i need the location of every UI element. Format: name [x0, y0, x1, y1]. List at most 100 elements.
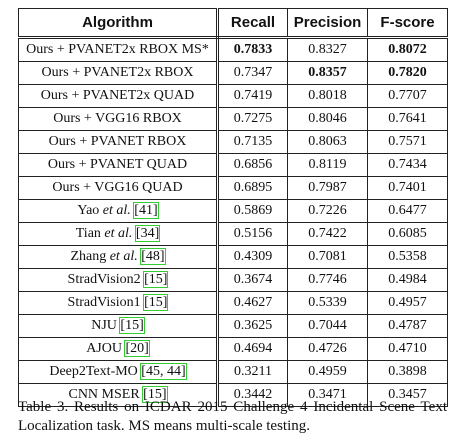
table-row: StradVision1 [15] 0.4627 0.5339 0.4957	[18, 291, 448, 315]
algorithm-name: StradVision2	[67, 272, 141, 287]
citation: [15]	[119, 317, 145, 334]
algorithm-name: Ours + PVANET2x RBOX MS*	[26, 42, 209, 57]
fscore-cell: 0.7707	[367, 84, 448, 108]
citation: [20]	[124, 340, 150, 357]
precision-cell: 0.3471	[287, 383, 368, 407]
precision-cell: 0.8063	[287, 130, 368, 154]
recall-cell: 0.4309	[217, 245, 288, 269]
fscore-cell: 0.4984	[367, 268, 448, 292]
column-header: Recall	[217, 8, 288, 39]
recall-cell: 0.6895	[217, 176, 288, 200]
algorithm-name: Ours + PVANET QUAD	[47, 157, 188, 172]
fscore-cell: 0.6477	[367, 199, 448, 223]
fscore-cell: 0.7571	[367, 130, 448, 154]
fscore-cell: 0.7401	[367, 176, 448, 200]
fscore-cell: 0.4787	[367, 314, 448, 338]
table-row: Ours + PVANET2x RBOX 0.7347 0.8357 0.7820	[18, 61, 448, 85]
precision-cell: 0.8046	[287, 107, 368, 131]
algorithm-name: Yao	[77, 203, 100, 218]
caption: Table 3. Results on ICDAR 2015 Challenge…	[18, 399, 447, 434]
fscore-cell: 0.4957	[367, 291, 448, 315]
algorithm-cell: CNN MSER [15]	[18, 383, 219, 407]
table-row: Zhang et al. [48] 0.4309 0.7081 0.5358	[18, 245, 448, 269]
algorithm-name: Ours + PVANET2x QUAD	[40, 88, 195, 103]
precision-cell: 0.8327	[287, 37, 368, 62]
table-row: AJOU [20] 0.4694 0.4726 0.4710	[18, 337, 448, 361]
algorithm-cell: StradVision1 [15]	[18, 291, 219, 315]
algorithm-cell: Deep2Text-MO [45, 44]	[18, 360, 219, 384]
precision-cell: 0.7226	[287, 199, 368, 223]
algorithm-name: Ours + PVANET2x RBOX	[41, 65, 194, 80]
algorithm-name: AJOU	[86, 341, 122, 356]
recall-cell: 0.3625	[217, 314, 288, 338]
algorithm-name: CNN MSER	[68, 387, 140, 402]
algorithm-cell: AJOU [20]	[18, 337, 219, 361]
recall-cell: 0.4627	[217, 291, 288, 315]
precision-cell: 0.7044	[287, 314, 368, 338]
recall-cell: 0.7347	[217, 61, 288, 85]
algorithm-name: Ours + VGG16 RBOX	[53, 111, 182, 126]
algorithm-name: NJU	[91, 318, 117, 333]
algorithm-cell: Ours + PVANET RBOX	[18, 130, 219, 154]
header-row: Algorithm Recall Precision F-score	[18, 8, 448, 39]
table-row: CNN MSER [15] 0.3442 0.3471 0.3457	[18, 383, 448, 407]
table-row: Ours + PVANET QUAD 0.6856 0.8119 0.7434	[18, 153, 448, 177]
fscore-cell: 0.3898	[367, 360, 448, 384]
table-row: Yao et al. [41] 0.5869 0.7226 0.6477	[18, 199, 448, 223]
fscore-cell: 0.8072	[367, 37, 448, 62]
algorithm-name: Zhang	[70, 249, 107, 264]
fscore-cell: 0.3457	[367, 383, 448, 407]
algorithm-cell: Ours + PVANET2x QUAD	[18, 84, 219, 108]
algorithm-cell: Yao et al. [41]	[18, 199, 219, 223]
table-row: Deep2Text-MO [45, 44] 0.3211 0.4959 0.3898	[18, 360, 448, 384]
fscore-cell: 0.7820	[367, 61, 448, 85]
precision-cell: 0.7081	[287, 245, 368, 269]
precision-cell: 0.5339	[287, 291, 368, 315]
recall-cell: 0.5869	[217, 199, 288, 223]
precision-cell: 0.4726	[287, 337, 368, 361]
citation: [15]	[143, 271, 169, 288]
table-row: Ours + VGG16 RBOX 0.7275 0.8046 0.7641	[18, 107, 448, 131]
recall-cell: 0.3674	[217, 268, 288, 292]
citation: [15]	[143, 294, 169, 311]
algorithm-name: Deep2Text-MO	[49, 364, 138, 379]
column-header: Precision	[287, 8, 368, 39]
algorithm-cell: Ours + VGG16 QUAD	[18, 176, 219, 200]
recall-cell: 0.3442	[217, 383, 288, 407]
precision-cell: 0.4959	[287, 360, 368, 384]
algorithm-cell: NJU [15]	[18, 314, 219, 338]
recall-cell: 0.7833	[217, 37, 288, 62]
table-row: StradVision2 [15] 0.3674 0.7746 0.4984	[18, 268, 448, 292]
table-row: Tian et al. [34] 0.5156 0.7422 0.6085	[18, 222, 448, 246]
table-row: Ours + VGG16 QUAD 0.6895 0.7987 0.7401	[18, 176, 448, 200]
citation: [15]	[142, 386, 168, 403]
algorithm-cell: Ours + PVANET2x RBOX	[18, 61, 219, 85]
precision-cell: 0.8357	[287, 61, 368, 85]
recall-cell: 0.7135	[217, 130, 288, 154]
citation: [48]	[140, 248, 166, 265]
algorithm-cell: Zhang et al. [48]	[18, 245, 219, 269]
column-header: F-score	[367, 8, 448, 39]
fscore-cell: 0.7641	[367, 107, 448, 131]
algorithm-cell: Ours + PVANET2x RBOX MS*	[18, 37, 219, 62]
precision-cell: 0.8119	[287, 153, 368, 177]
fscore-cell: 0.5358	[367, 245, 448, 269]
table-row: NJU [15] 0.3625 0.7044 0.4787	[18, 314, 448, 338]
et-al: et al.	[109, 249, 138, 264]
recall-cell: 0.6856	[217, 153, 288, 177]
algorithm-name: Ours + PVANET RBOX	[48, 134, 187, 149]
recall-cell: 0.7419	[217, 84, 288, 108]
recall-cell: 0.7275	[217, 107, 288, 131]
algorithm-cell: StradVision2 [15]	[18, 268, 219, 292]
column-header: Algorithm	[18, 8, 219, 39]
recall-cell: 0.5156	[217, 222, 288, 246]
precision-cell: 0.7987	[287, 176, 368, 200]
algorithm-name: Tian	[75, 226, 101, 241]
citation: [41]	[133, 202, 159, 219]
et-al: et al.	[104, 226, 133, 241]
precision-cell: 0.7746	[287, 268, 368, 292]
recall-cell: 0.4694	[217, 337, 288, 361]
algorithm-cell: Ours + PVANET QUAD	[18, 153, 219, 177]
algorithm-cell: Tian et al. [34]	[18, 222, 219, 246]
